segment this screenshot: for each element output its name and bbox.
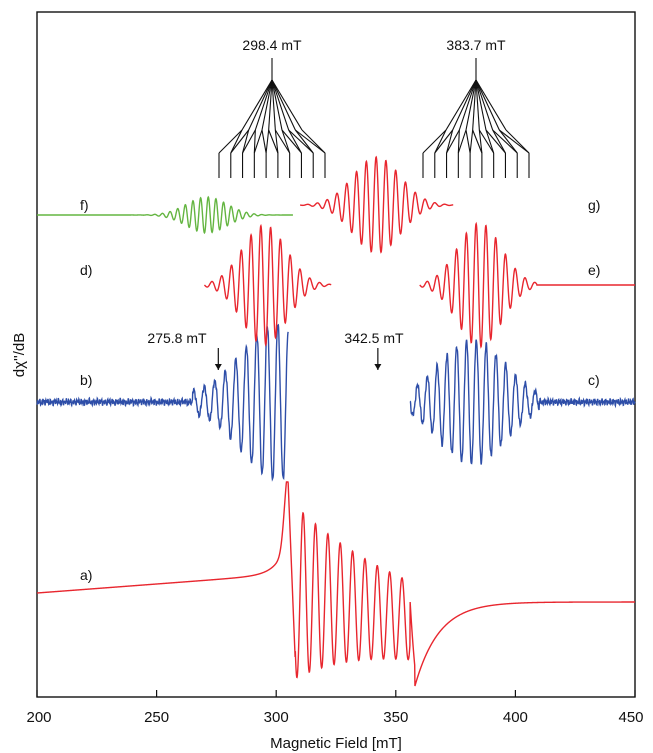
tree-branch: [271, 79, 296, 131]
tree-branch: [301, 129, 326, 154]
tree-branch: [253, 129, 256, 154]
splitting-trees: [218, 58, 530, 178]
tree-branch: [492, 129, 518, 154]
spectrum-f: [37, 195, 293, 235]
tree-branch: [475, 79, 494, 131]
annotation-342-5: 342.5 mT: [344, 330, 404, 346]
tree-branch: [241, 79, 273, 131]
panel-label-f: f): [80, 197, 89, 213]
spectrum-b: [36, 323, 289, 482]
x-tick-label: 200: [26, 709, 51, 726]
spectrum-a: [36, 481, 635, 687]
tree-branch: [485, 129, 506, 154]
field-arrows: [214, 348, 382, 370]
tree-branch: [492, 129, 506, 154]
x-tick-label: 350: [383, 709, 408, 726]
tree-branch: [271, 79, 290, 131]
tree-branch: [422, 129, 447, 154]
panel-label-d: d): [80, 262, 92, 278]
spectrum-e: [419, 221, 635, 349]
tree-branch: [446, 129, 454, 154]
tree-branch: [274, 129, 291, 154]
tree-branch: [261, 79, 273, 131]
y-axis-label: dχ''/dB: [11, 333, 28, 377]
panel-label-b: b): [80, 372, 92, 388]
annotation-298-4: 298.4 mT: [242, 37, 302, 53]
tree-branch: [478, 129, 495, 154]
tree-branch: [274, 129, 279, 154]
tree-branch: [218, 129, 243, 154]
tree-branch: [242, 129, 250, 154]
tree-branch: [268, 129, 279, 154]
tree-branch: [268, 79, 273, 131]
annotation-275-8: 275.8 mT: [147, 330, 207, 346]
tree-branch: [458, 79, 477, 131]
tree-branch: [505, 129, 530, 154]
tree-branch: [475, 79, 507, 131]
x-axis-tick-labels: 200 250 300 350 400 450: [26, 709, 643, 726]
arrow-head: [214, 364, 222, 370]
tree-branch: [475, 79, 500, 131]
tree-branch: [475, 79, 480, 131]
tree-branch: [254, 79, 273, 131]
annotation-383-7: 383.7 mT: [446, 37, 506, 53]
tree-branch: [472, 79, 477, 131]
tree-branch: [472, 129, 483, 154]
tree-branch: [294, 129, 314, 154]
panel-label-a: a): [80, 567, 92, 583]
tree-branch: [281, 129, 291, 154]
tree-branch: [434, 129, 447, 154]
tree-branch: [457, 129, 467, 154]
tree-branch: [498, 129, 518, 154]
tree-branch: [288, 129, 302, 154]
tree-branch: [478, 129, 483, 154]
tree-branch: [230, 129, 243, 154]
tree-branch: [271, 79, 276, 131]
x-tick-label: 450: [618, 709, 643, 726]
tree-branch: [457, 129, 460, 154]
tree-branch: [446, 129, 460, 154]
x-tick-label: 300: [264, 709, 289, 726]
tree-branch: [261, 129, 267, 154]
tree-branch: [281, 129, 302, 154]
tree-branch: [465, 129, 471, 154]
tree-branch: [242, 129, 256, 154]
x-axis-ticks: [36, 690, 636, 697]
plot-frame: [36, 11, 636, 698]
tree-branch: [485, 129, 495, 154]
tree-branch: [498, 129, 530, 154]
tree-branch: [271, 79, 303, 131]
x-axis-label: Magnetic Field [mT]: [270, 735, 402, 752]
tree-branch: [265, 129, 270, 154]
tree-branch: [271, 79, 283, 131]
x-tick-label: 400: [503, 709, 528, 726]
tree-branch: [469, 129, 474, 154]
panel-label-e: e): [588, 262, 600, 278]
tree-branch: [465, 79, 477, 131]
spectrum-c: [409, 339, 636, 465]
tree-branch: [294, 129, 326, 154]
tree-branch: [452, 79, 477, 131]
spectrum-g: [300, 155, 454, 254]
tree-branch: [248, 79, 273, 131]
panel-label-c: c): [588, 372, 600, 388]
panel-label-g: g): [588, 197, 600, 213]
tree-branch: [230, 129, 250, 154]
tree-branch: [253, 129, 263, 154]
arrow-head: [374, 364, 382, 370]
tree-branch: [475, 79, 487, 131]
tree-branch: [288, 129, 314, 154]
tree-branch: [445, 79, 477, 131]
tree-branch: [434, 129, 454, 154]
x-tick-label: 250: [144, 709, 169, 726]
spectrum-d: [203, 223, 332, 347]
